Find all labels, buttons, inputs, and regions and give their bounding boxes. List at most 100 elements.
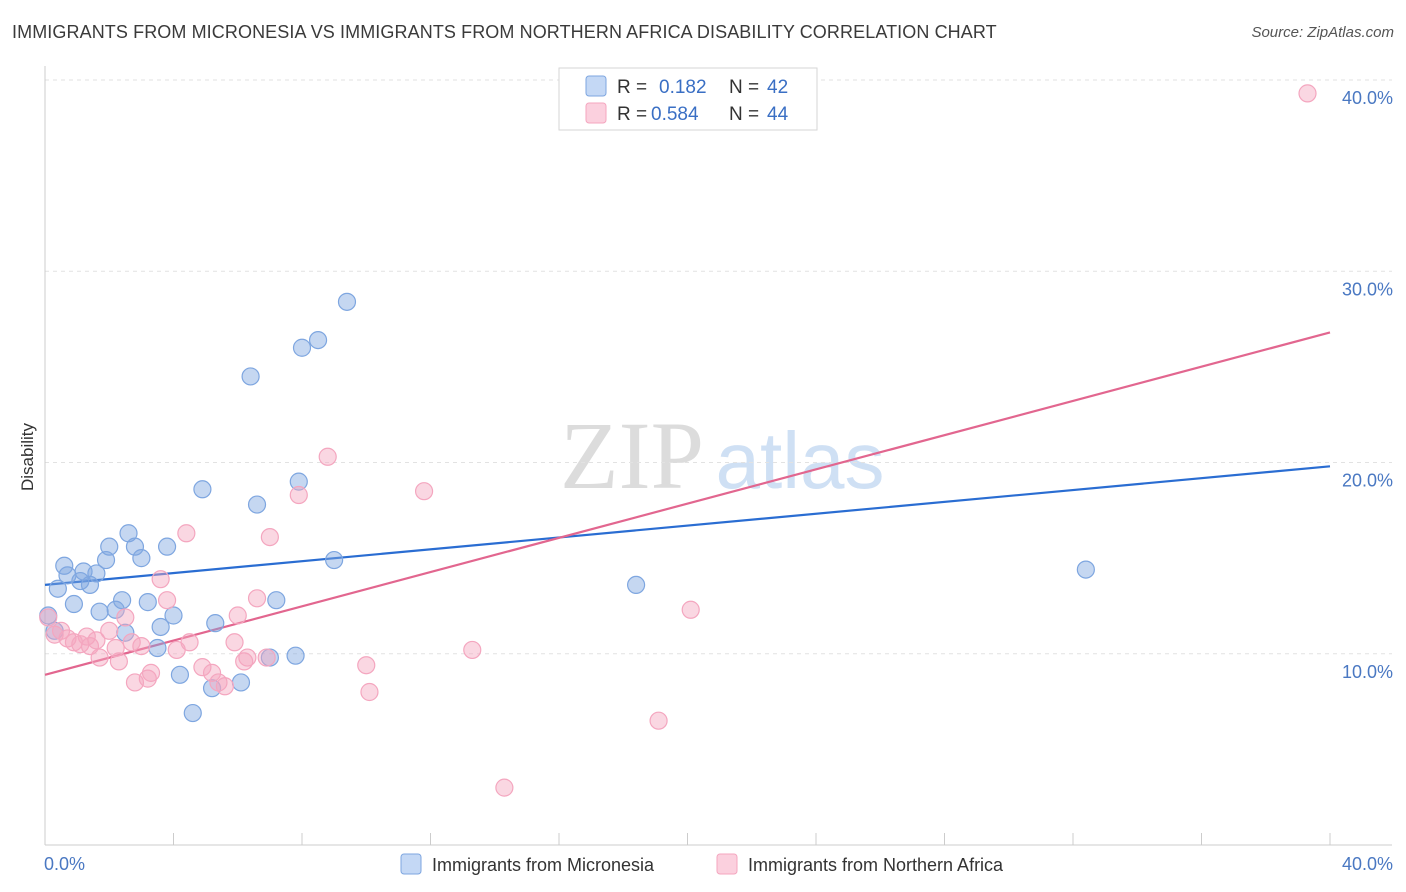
point-s0-35: [292, 338, 312, 357]
data-points: [39, 84, 1317, 797]
bottom-legend-label-northern-africa: Immigrants from Northern Africa: [748, 855, 1004, 875]
point-s1-16: [132, 636, 151, 656]
source-credit: Source: ZipAtlas.com: [1251, 24, 1394, 41]
point-s0-30: [247, 495, 267, 514]
legend-swatch-northern-africa: [585, 102, 607, 124]
point-s1-9: [90, 648, 109, 667]
axes: [44, 66, 1392, 846]
point-s1-12: [109, 652, 128, 671]
legend-r-value-2: 0.584: [651, 104, 699, 125]
point-s1-13: [116, 608, 135, 627]
point-s0-9: [90, 602, 109, 621]
point-s1-40: [463, 640, 482, 660]
point-s0-2: [55, 556, 74, 575]
watermark-zip: ZIP: [560, 402, 704, 509]
point-s1-28: [225, 633, 244, 652]
tick-labels: 10.0% 20.0% 30.0% 40.0% 0.0% 40.0%: [44, 88, 1393, 874]
point-s1-24: [193, 658, 212, 677]
legend-r-label-2: R =: [617, 104, 647, 125]
point-s0-23: [170, 665, 190, 684]
point-s0-14: [116, 623, 135, 642]
point-s1-38: [360, 682, 379, 702]
x-tick-label-1: 40.0%: [1342, 854, 1393, 874]
point-s0-4: [64, 594, 84, 614]
point-s1-33: [257, 648, 276, 667]
point-s0-38: [337, 292, 357, 311]
point-s1-18: [141, 663, 161, 682]
x-tick-label-0: 0.0%: [44, 854, 85, 874]
point-s1-31: [238, 648, 257, 667]
stats-legend: R = 0.182 N = 42 R = 0.584 N = 44: [558, 67, 818, 131]
point-s1-25: [202, 663, 222, 682]
point-s1-0: [39, 608, 58, 627]
point-s1-42: [649, 711, 668, 730]
y-tick-label-3: 40.0%: [1342, 88, 1393, 108]
point-s1-36: [318, 447, 337, 466]
point-s0-5: [71, 571, 90, 591]
point-s1-11: [106, 638, 125, 658]
y-tick-label-1: 20.0%: [1342, 471, 1393, 491]
point-s1-14: [122, 633, 141, 652]
point-s0-1: [48, 579, 67, 598]
point-s1-29: [228, 606, 247, 625]
bottom-legend-swatch-micronesia: [400, 853, 422, 875]
point-s0-8: [87, 564, 106, 583]
point-s0-18: [138, 593, 157, 612]
point-s0-40: [1076, 560, 1095, 579]
point-s0-11: [100, 537, 119, 556]
point-s0-13: [112, 591, 132, 610]
point-s0-17: [132, 549, 151, 568]
point-s0-28: [231, 673, 251, 692]
point-s1-37: [357, 656, 376, 675]
point-s1-44: [1298, 84, 1317, 103]
chart-title: IMMIGRANTS FROM MICRONESIA VS IMMIGRANTS…: [12, 22, 997, 42]
point-s0-12: [106, 600, 125, 619]
legend-swatch-micronesia: [585, 75, 607, 97]
series-legend: Immigrants from Micronesia Immigrants fr…: [400, 853, 1004, 875]
point-s1-19: [151, 570, 170, 589]
legend-r-label-1: R =: [617, 77, 647, 98]
point-s0-21: [157, 537, 177, 556]
point-s0-33: [286, 646, 305, 665]
point-s1-10: [100, 621, 119, 640]
point-s0-24: [183, 703, 202, 723]
point-s0-10: [96, 550, 116, 570]
bottom-legend-label-micronesia: Immigrants from Micronesia: [432, 855, 655, 875]
trend-line-1: [44, 331, 1331, 676]
point-s1-32: [247, 589, 267, 608]
point-s1-43: [681, 600, 700, 619]
point-s0-39: [626, 575, 646, 595]
legend-n-label-2: N =: [729, 104, 759, 125]
point-s0-36: [308, 331, 328, 350]
point-s1-41: [495, 778, 514, 797]
legend-n-value-2: 44: [767, 104, 789, 125]
point-s1-23: [180, 633, 199, 652]
trend-line-0: [44, 465, 1331, 586]
point-s1-35: [289, 485, 308, 505]
point-s0-22: [164, 606, 183, 625]
legend-n-label-1: N =: [729, 77, 759, 98]
point-s0-7: [80, 575, 100, 595]
point-s1-27: [215, 677, 234, 696]
point-s0-25: [193, 480, 212, 499]
grid-lines: [45, 79, 1392, 655]
legend-n-value-1: 42: [767, 77, 788, 98]
y-tick-label-0: 10.0%: [1342, 662, 1393, 682]
point-s0-34: [289, 472, 308, 491]
point-s0-32: [267, 591, 286, 610]
point-s1-22: [177, 524, 196, 543]
bottom-legend-swatch-northern-africa: [716, 853, 738, 875]
watermark-atlas: atlas: [716, 416, 885, 505]
point-s1-17: [138, 669, 157, 688]
y-tick-label-2: 30.0%: [1342, 279, 1393, 299]
point-s1-39: [414, 482, 434, 501]
trend-lines: [44, 331, 1331, 676]
point-s1-20: [157, 591, 177, 610]
point-s0-27: [206, 614, 225, 633]
point-s0-37: [325, 550, 344, 570]
point-s0-20: [151, 617, 170, 637]
point-s1-8: [87, 631, 106, 650]
point-s0-29: [241, 367, 260, 386]
point-s1-6: [77, 627, 96, 646]
